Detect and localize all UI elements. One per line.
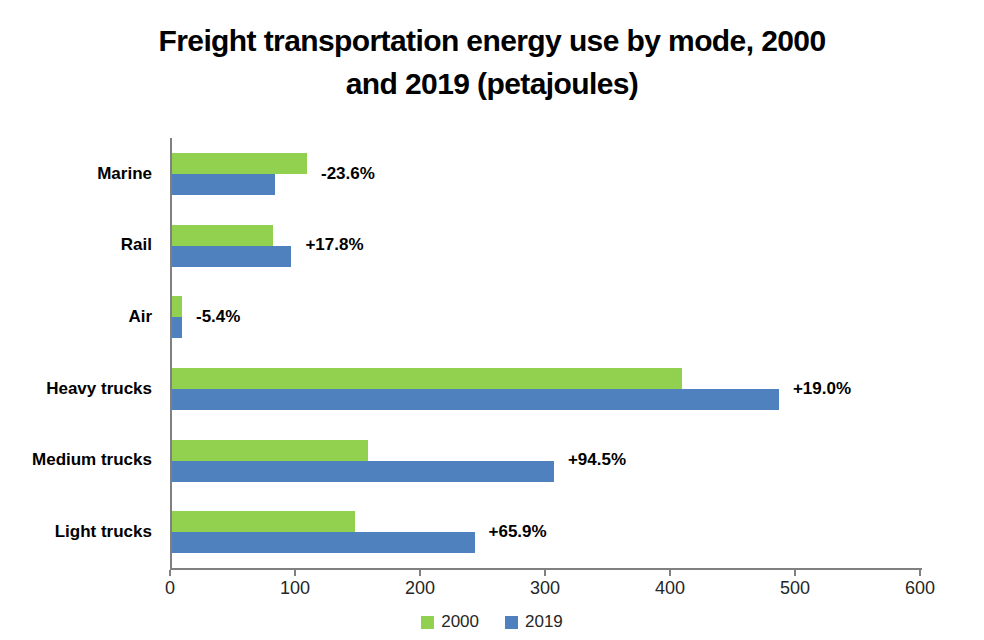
- bar-2019-light-trucks: [172, 532, 475, 553]
- bar-2019-medium-trucks: [172, 461, 554, 482]
- chart-container: Freight transportation energy use by mod…: [0, 0, 984, 640]
- legend-label-2019: 2019: [525, 612, 563, 632]
- chart-title: Freight transportation energy use by mod…: [0, 19, 984, 105]
- x-axis-tick-500: [794, 570, 796, 576]
- bar-2000-light-trucks: [172, 511, 355, 532]
- bar-2000-rail: [172, 225, 273, 246]
- bar-2000-air: [172, 296, 182, 317]
- x-axis-tick-0: [169, 570, 171, 576]
- category-label-heavy-trucks: Heavy trucks: [0, 353, 152, 425]
- x-axis-tick-label-500: 500: [780, 578, 810, 599]
- change-label-heavy-trucks: +19.0%: [793, 353, 851, 425]
- plot-area: -23.6%+17.8% -5.4% +19.0% +94.5% +65.9%: [170, 138, 922, 570]
- x-axis-tick-label-0: 0: [165, 578, 175, 599]
- bar-2000-heavy-trucks: [172, 368, 682, 389]
- x-axis-tick-label-300: 300: [530, 578, 560, 599]
- chart-title-line-1: Freight transportation energy use by mod…: [0, 19, 984, 62]
- x-axis-tick-label-100: 100: [280, 578, 310, 599]
- legend: 2000 2019: [0, 612, 984, 632]
- bar-2000-medium-trucks: [172, 440, 368, 461]
- change-label-rail: +17.8%: [305, 210, 363, 282]
- chart-title-line-2: and 2019 (petajoules): [0, 62, 984, 105]
- legend-swatch-2019: [505, 616, 518, 629]
- x-axis-tick-400: [669, 570, 671, 576]
- x-axis-tick-label-400: 400: [655, 578, 685, 599]
- bar-2019-marine: [172, 174, 275, 195]
- category-label-light-trucks: Light trucks: [0, 496, 152, 568]
- legend-item-2000: 2000: [421, 612, 479, 632]
- x-axis-tick-600: [919, 570, 921, 576]
- legend-item-2019: 2019: [505, 612, 563, 632]
- change-label-marine: -23.6%: [321, 138, 375, 210]
- x-axis-tick-200: [419, 570, 421, 576]
- legend-swatch-2000: [421, 616, 434, 629]
- legend-label-2000: 2000: [441, 612, 479, 632]
- category-axis: MarineRailAirHeavy trucksMedium trucksLi…: [0, 138, 152, 568]
- x-axis-tick-100: [294, 570, 296, 576]
- category-label-marine: Marine: [0, 138, 152, 210]
- change-label-light-trucks: +65.9%: [489, 496, 547, 568]
- category-label-rail: Rail: [0, 210, 152, 282]
- change-label-air: -5.4%: [196, 281, 240, 353]
- bar-2019-rail: [172, 246, 291, 267]
- x-axis-tick-label-600: 600: [905, 578, 935, 599]
- change-label-medium-trucks: +94.5%: [568, 425, 626, 497]
- bar-2019-heavy-trucks: [172, 389, 779, 410]
- x-axis-tick-label-200: 200: [405, 578, 435, 599]
- category-label-medium-trucks: Medium trucks: [0, 425, 152, 497]
- category-label-air: Air: [0, 281, 152, 353]
- bar-2000-marine: [172, 153, 307, 174]
- x-axis-tick-300: [544, 570, 546, 576]
- bar-2019-air: [172, 317, 182, 338]
